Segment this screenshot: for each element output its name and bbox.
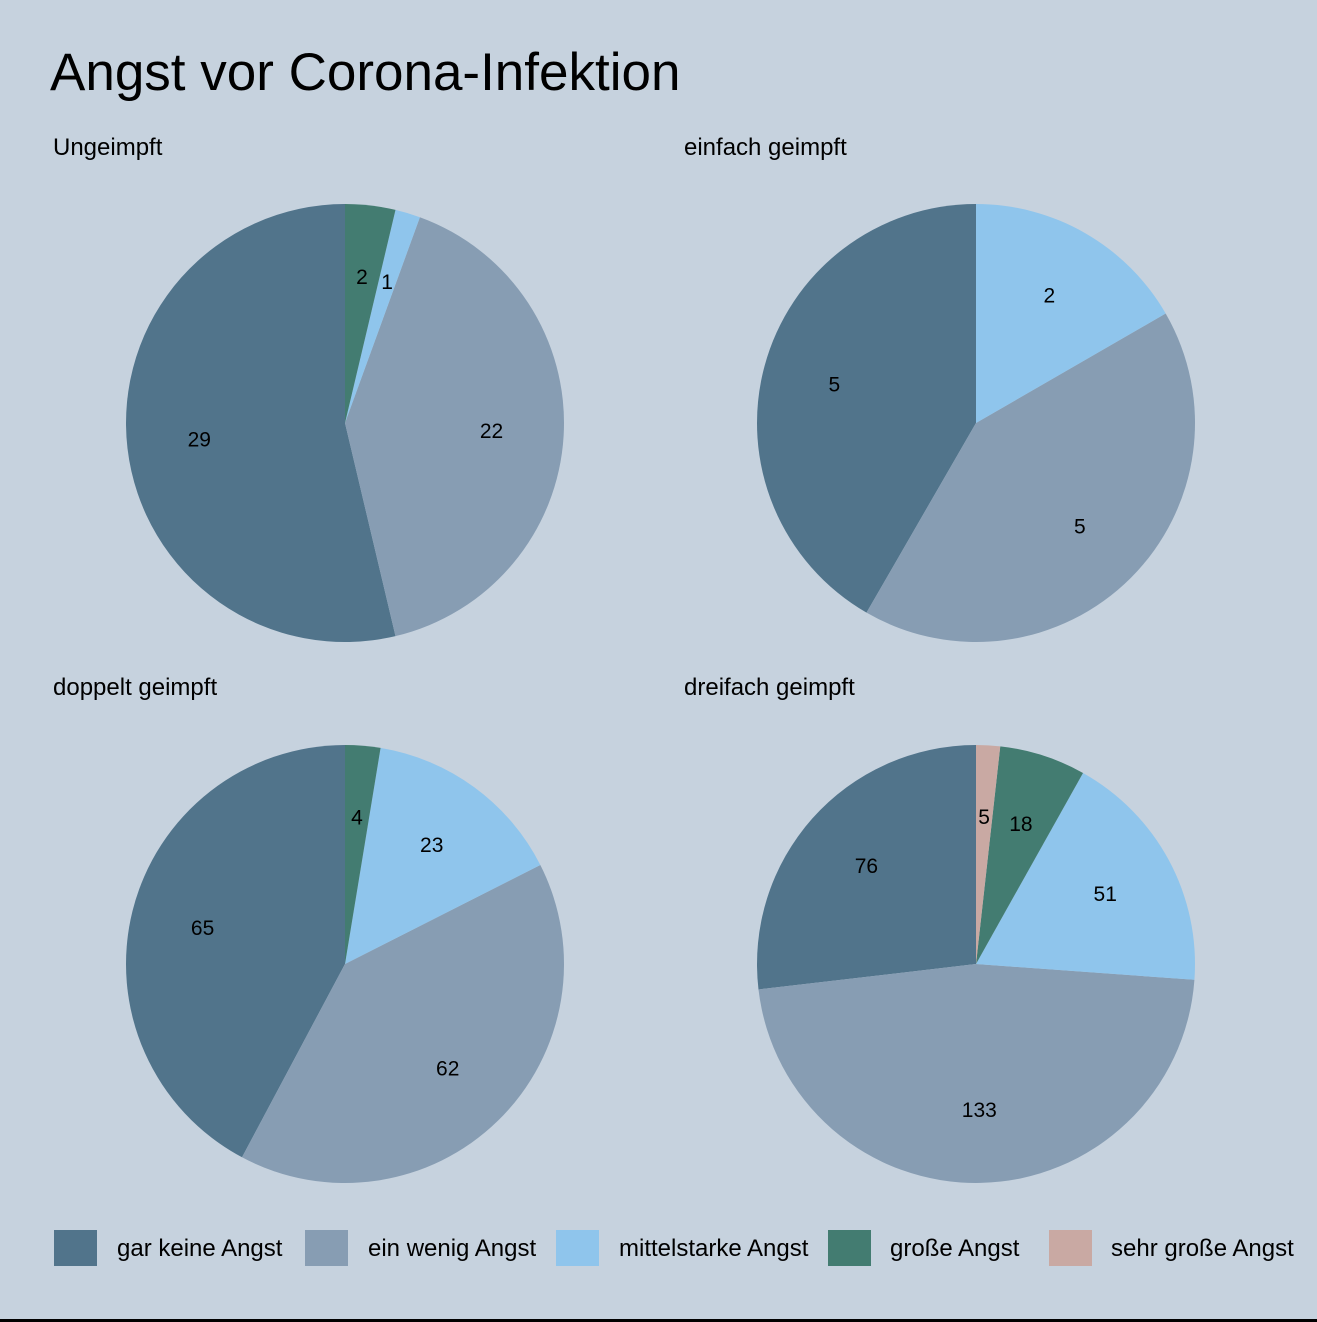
panel-title-doppelt-geimpft: doppelt geimpft [53,674,218,701]
legend-swatch [305,1230,348,1266]
slice-value-label: 29 [188,429,211,452]
pie-slice-mittelstarke-angst [345,209,420,423]
slice-value-label: 1 [381,271,393,294]
pie-slice-mittelstarke-angst [976,772,1195,980]
pie-slice-mittelstarke-angst [345,747,541,964]
pie-slice-grosse-angst [345,203,396,423]
legend-swatch [1049,1230,1092,1266]
bottom-rule [0,1319,1317,1322]
legend-label: ein wenig Angst [368,1235,537,1262]
panel-title-einfach-geimpft: einfach geimpft [684,134,847,161]
slice-value-label: 2 [1044,284,1056,307]
legend-label: sehr große Angst [1111,1235,1294,1262]
pie-slice-gar-keine-angst [126,745,346,1158]
panel-title-ungeimpft: Ungeimpft [53,134,163,161]
legend-label: gar keine Angst [117,1235,283,1262]
slice-value-label: 76 [855,855,878,878]
pie-ungeimpft: 29 22 12 [126,203,564,642]
slice-value-label: 4 [351,806,363,829]
legend-label: große Angst [890,1235,1020,1262]
slice-value-label: 23 [420,834,443,857]
pie-slice-ein-wenig-angst [758,964,1195,1183]
pie-slice-ein-wenig-angst [345,217,564,637]
slice-value-label: 5 [1074,515,1086,538]
pie-slice-grosse-angst [345,745,381,964]
slice-value-label: 62 [436,1057,459,1080]
slice-value-label: 133 [962,1099,997,1122]
pie-slice-ein-wenig-angst [866,313,1196,643]
pie-slice-gar-keine-angst [757,745,976,990]
pie-dreifach-geimpft: 76 133 51 18 5 [757,745,1195,1183]
pie-einfach-geimpft: 5 5 2 [756,204,1196,643]
slice-value-label: 2 [356,266,368,289]
pie-slice-grosse-angst [976,746,1084,964]
pie-doppelt-geimpft: 65 62 23 4 [126,745,564,1183]
pie-slice-gar-keine-angst [126,204,396,642]
legend-swatch [54,1230,97,1266]
slice-value-label: 65 [191,917,214,940]
legend: gar keine Angst ein wenig Angst mittelst… [0,1228,1317,1272]
pie-slice-ein-wenig-angst [242,864,564,1183]
slice-value-label: 5 [828,374,840,397]
slice-value-label: 51 [1094,883,1117,906]
legend-swatch [556,1230,599,1266]
panel-title-dreifach-geimpft: dreifach geimpft [684,674,855,701]
slice-value-label: 22 [480,420,503,443]
legend-swatch [828,1230,871,1266]
slice-value-label: 5 [978,806,990,829]
pie-slice-mittelstarke-angst [976,204,1166,423]
pie-slice-gar-keine-angst [756,204,976,613]
pie-slice-sehr-grosse-angst [976,745,1001,964]
slice-value-label: 18 [1009,813,1032,836]
legend-label: mittelstarke Angst [619,1235,809,1262]
chart-title: Angst vor Corona-Infektion [50,43,681,102]
